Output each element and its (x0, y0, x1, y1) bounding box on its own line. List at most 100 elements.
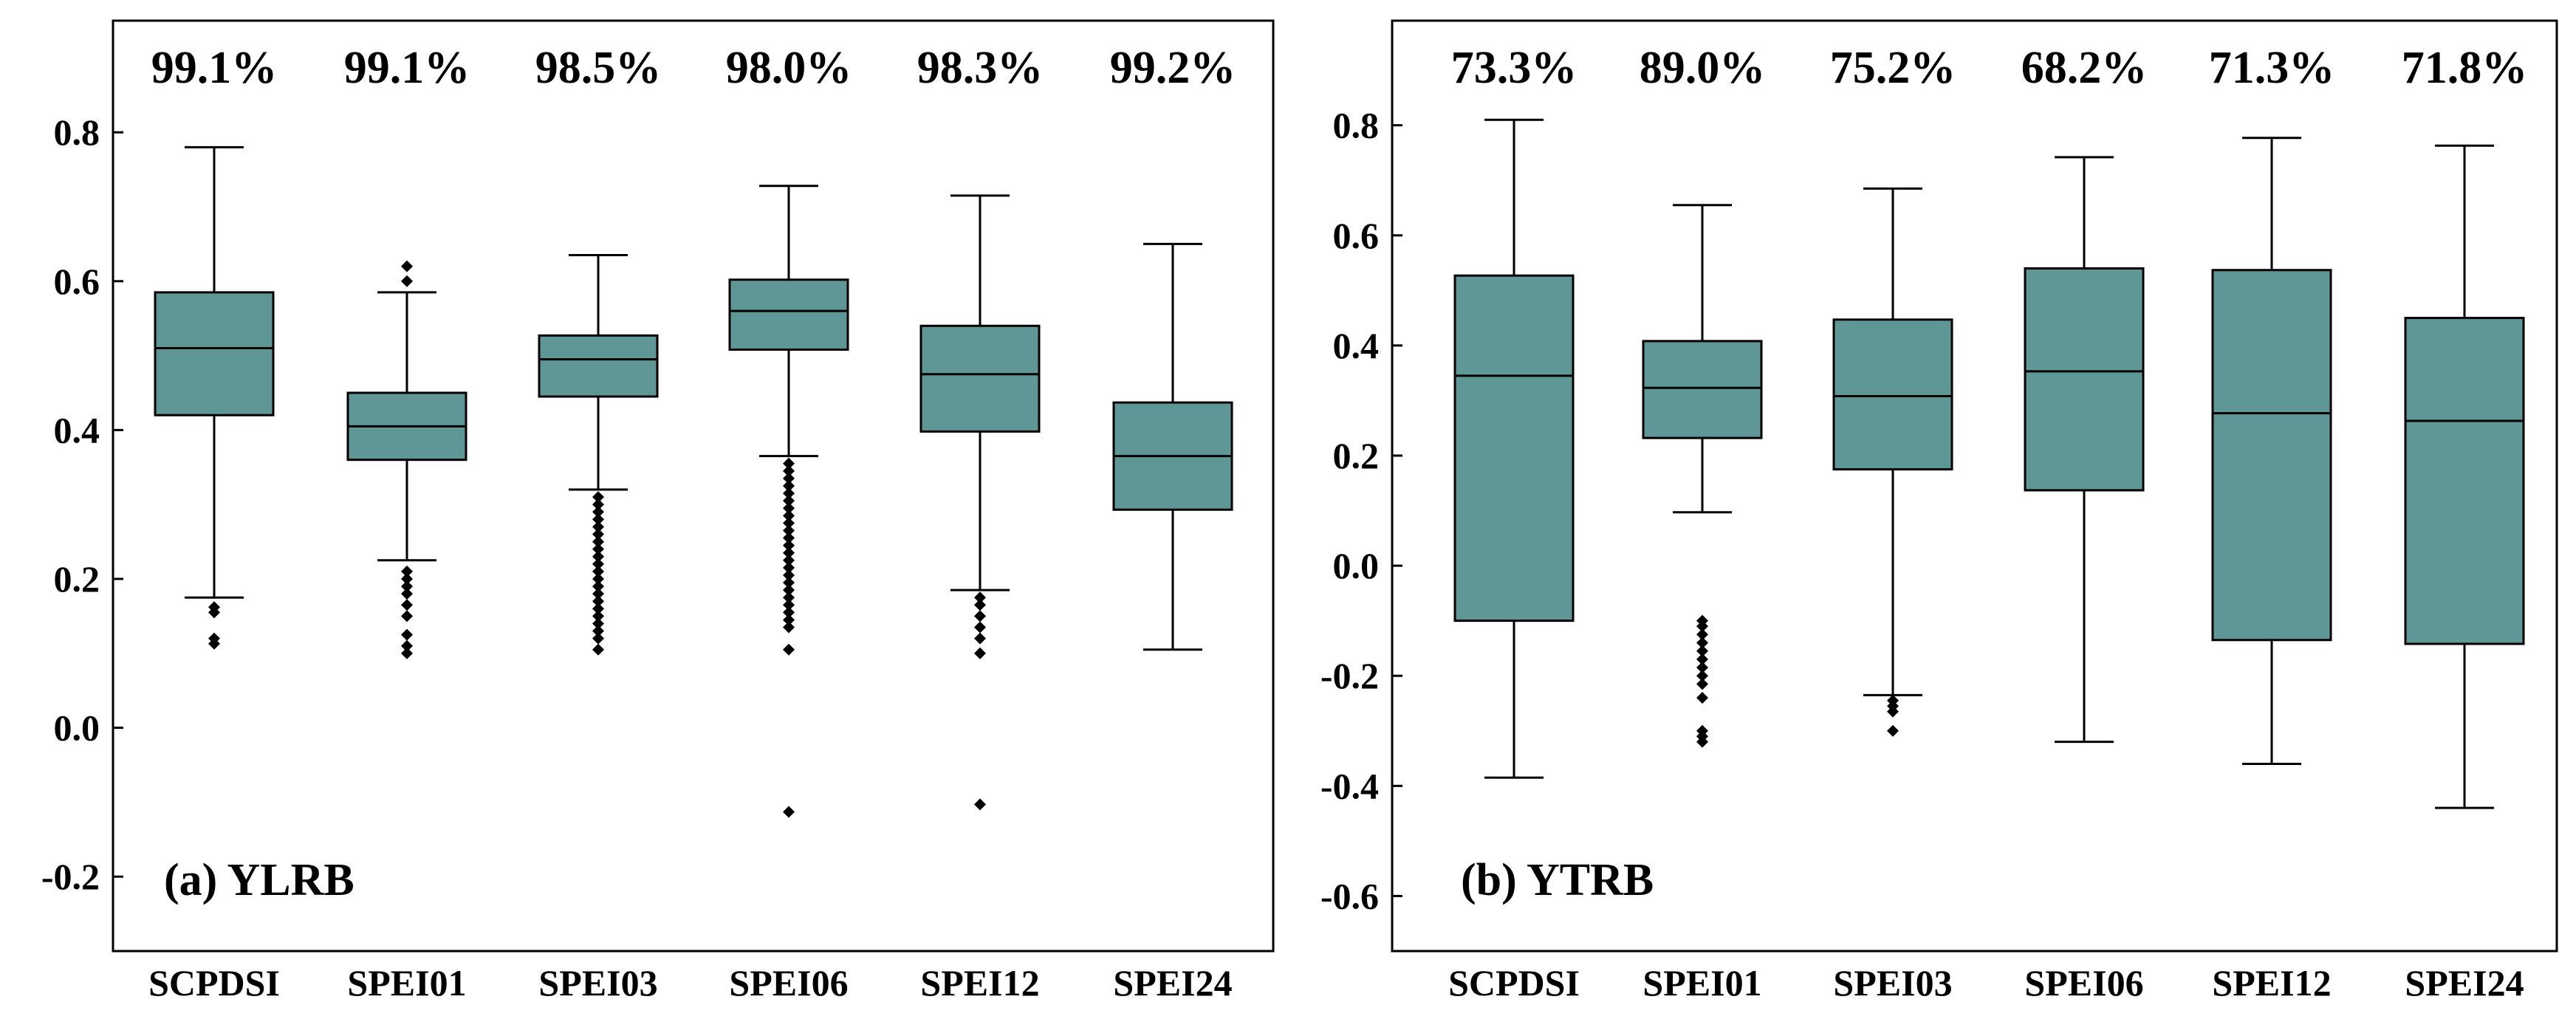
iqr-box (538, 334, 659, 398)
outlier-point (974, 621, 986, 634)
y-tick-label: 0.0 (54, 707, 100, 749)
outlier-point (783, 524, 795, 537)
outlier-point (783, 606, 795, 619)
iqr-box (919, 324, 1041, 433)
category-label: SPEI01 (1642, 962, 1761, 1003)
percent-label: 75.2% (1830, 43, 1956, 93)
iqr-box (1832, 318, 1953, 471)
y-tick-label: -0.4 (1320, 765, 1379, 806)
panel-b-ytrb: -0.6 -0.4 -0.2 0.0 0.2 0.4 0.6 0.8 SCPDSI 73.3% SP… (1320, 19, 2558, 1003)
outlier-point (592, 528, 604, 541)
outlier-point (401, 647, 413, 659)
outlier-point (974, 599, 986, 611)
outlier-point (592, 610, 604, 622)
outlier-point (401, 610, 413, 622)
outlier-point (783, 591, 795, 604)
outlier-point (783, 502, 795, 515)
outlier-point (783, 532, 795, 544)
percent-label: 98.5% (535, 43, 662, 93)
outlier-point (1696, 620, 1708, 633)
outlier-point (592, 506, 604, 518)
outlier-point (592, 643, 604, 656)
category-label: SCPDSI (148, 962, 280, 1003)
outlier-point (1696, 662, 1708, 674)
outlier-point (783, 806, 795, 818)
outlier-point (592, 625, 604, 637)
outlier-point (1696, 645, 1708, 657)
iqr-box (154, 291, 275, 416)
outlier-point (783, 577, 795, 589)
percent-label: 99.2% (1110, 43, 1236, 93)
outlier-point (783, 457, 795, 470)
outlier-point (592, 632, 604, 645)
iqr-box (2211, 269, 2332, 642)
percent-label: 71.8% (2402, 43, 2528, 93)
y-tick-label: 0.4 (1333, 325, 1380, 366)
outlier-point (974, 632, 986, 645)
category-label: SPEI01 (347, 962, 466, 1003)
outlier-point (783, 495, 795, 507)
percent-label: 89.0% (1640, 43, 1766, 93)
iqr-box (2024, 267, 2145, 492)
category-label: SCPDSI (1448, 962, 1580, 1003)
outlier-point (783, 554, 795, 566)
percent-label: 98.3% (917, 43, 1044, 93)
outlier-point (592, 617, 604, 630)
y-tick-label: 0.2 (1333, 435, 1380, 476)
category-label: SPEI03 (538, 962, 657, 1003)
outlier-point (592, 543, 604, 555)
percent-label: 99.1% (344, 43, 470, 93)
iqr-box (728, 278, 849, 351)
outlier-point (401, 275, 413, 287)
outlier-point (592, 595, 604, 608)
category-label: SPEI06 (2024, 962, 2143, 1003)
outlier-point (1696, 653, 1708, 665)
outlier-point (401, 565, 413, 577)
outlier-point (974, 798, 986, 811)
outlier-point (1696, 670, 1708, 682)
outlier-point (592, 521, 604, 533)
y-tick-label: 0.6 (54, 261, 100, 302)
outlier-point (1696, 692, 1708, 704)
outlier-point (783, 487, 795, 500)
category-label: SPEI24 (2405, 962, 2524, 1003)
y-tick-label: 0.8 (54, 111, 100, 153)
outlier-point (208, 637, 220, 650)
y-tick-label: -0.2 (41, 856, 100, 897)
y-tick-label: 0.4 (54, 409, 100, 450)
outlier-point (592, 535, 604, 548)
outlier-point (783, 517, 795, 529)
outlier-point (592, 491, 604, 504)
outlier-point (401, 580, 413, 593)
outlier-point (592, 603, 604, 615)
outlier-point (783, 510, 795, 522)
outlier-point (592, 498, 604, 511)
percent-label: 99.1% (151, 43, 278, 93)
outlier-point (1696, 735, 1708, 748)
outlier-point (208, 606, 220, 619)
percent-label: 73.3% (1451, 43, 1578, 93)
y-tick-label: 0.0 (1333, 545, 1380, 586)
outlier-point (592, 557, 604, 570)
outlier-point (1696, 678, 1708, 690)
y-tick-label: 0.8 (1333, 105, 1380, 146)
y-tick-label: -0.6 (1320, 875, 1379, 916)
outlier-point (1887, 724, 1899, 737)
outlier-point (401, 573, 413, 585)
plot-frame (112, 19, 1275, 953)
iqr-box (2404, 317, 2525, 645)
y-tick-label: -0.2 (1320, 655, 1379, 696)
category-label: SPEI12 (920, 962, 1039, 1003)
outlier-point (401, 260, 413, 272)
outlier-point (592, 513, 604, 526)
outlier-point (783, 546, 795, 559)
outlier-point (401, 639, 413, 652)
outlier-point (783, 584, 795, 597)
category-label: SPEI06 (729, 962, 848, 1003)
percent-label: 71.3% (2209, 43, 2335, 93)
category-label: SPEI12 (2212, 962, 2331, 1003)
outlier-point (783, 614, 795, 626)
outlier-point (401, 628, 413, 641)
y-tick-label: 0.6 (1333, 215, 1380, 256)
outlier-point (1696, 628, 1708, 641)
